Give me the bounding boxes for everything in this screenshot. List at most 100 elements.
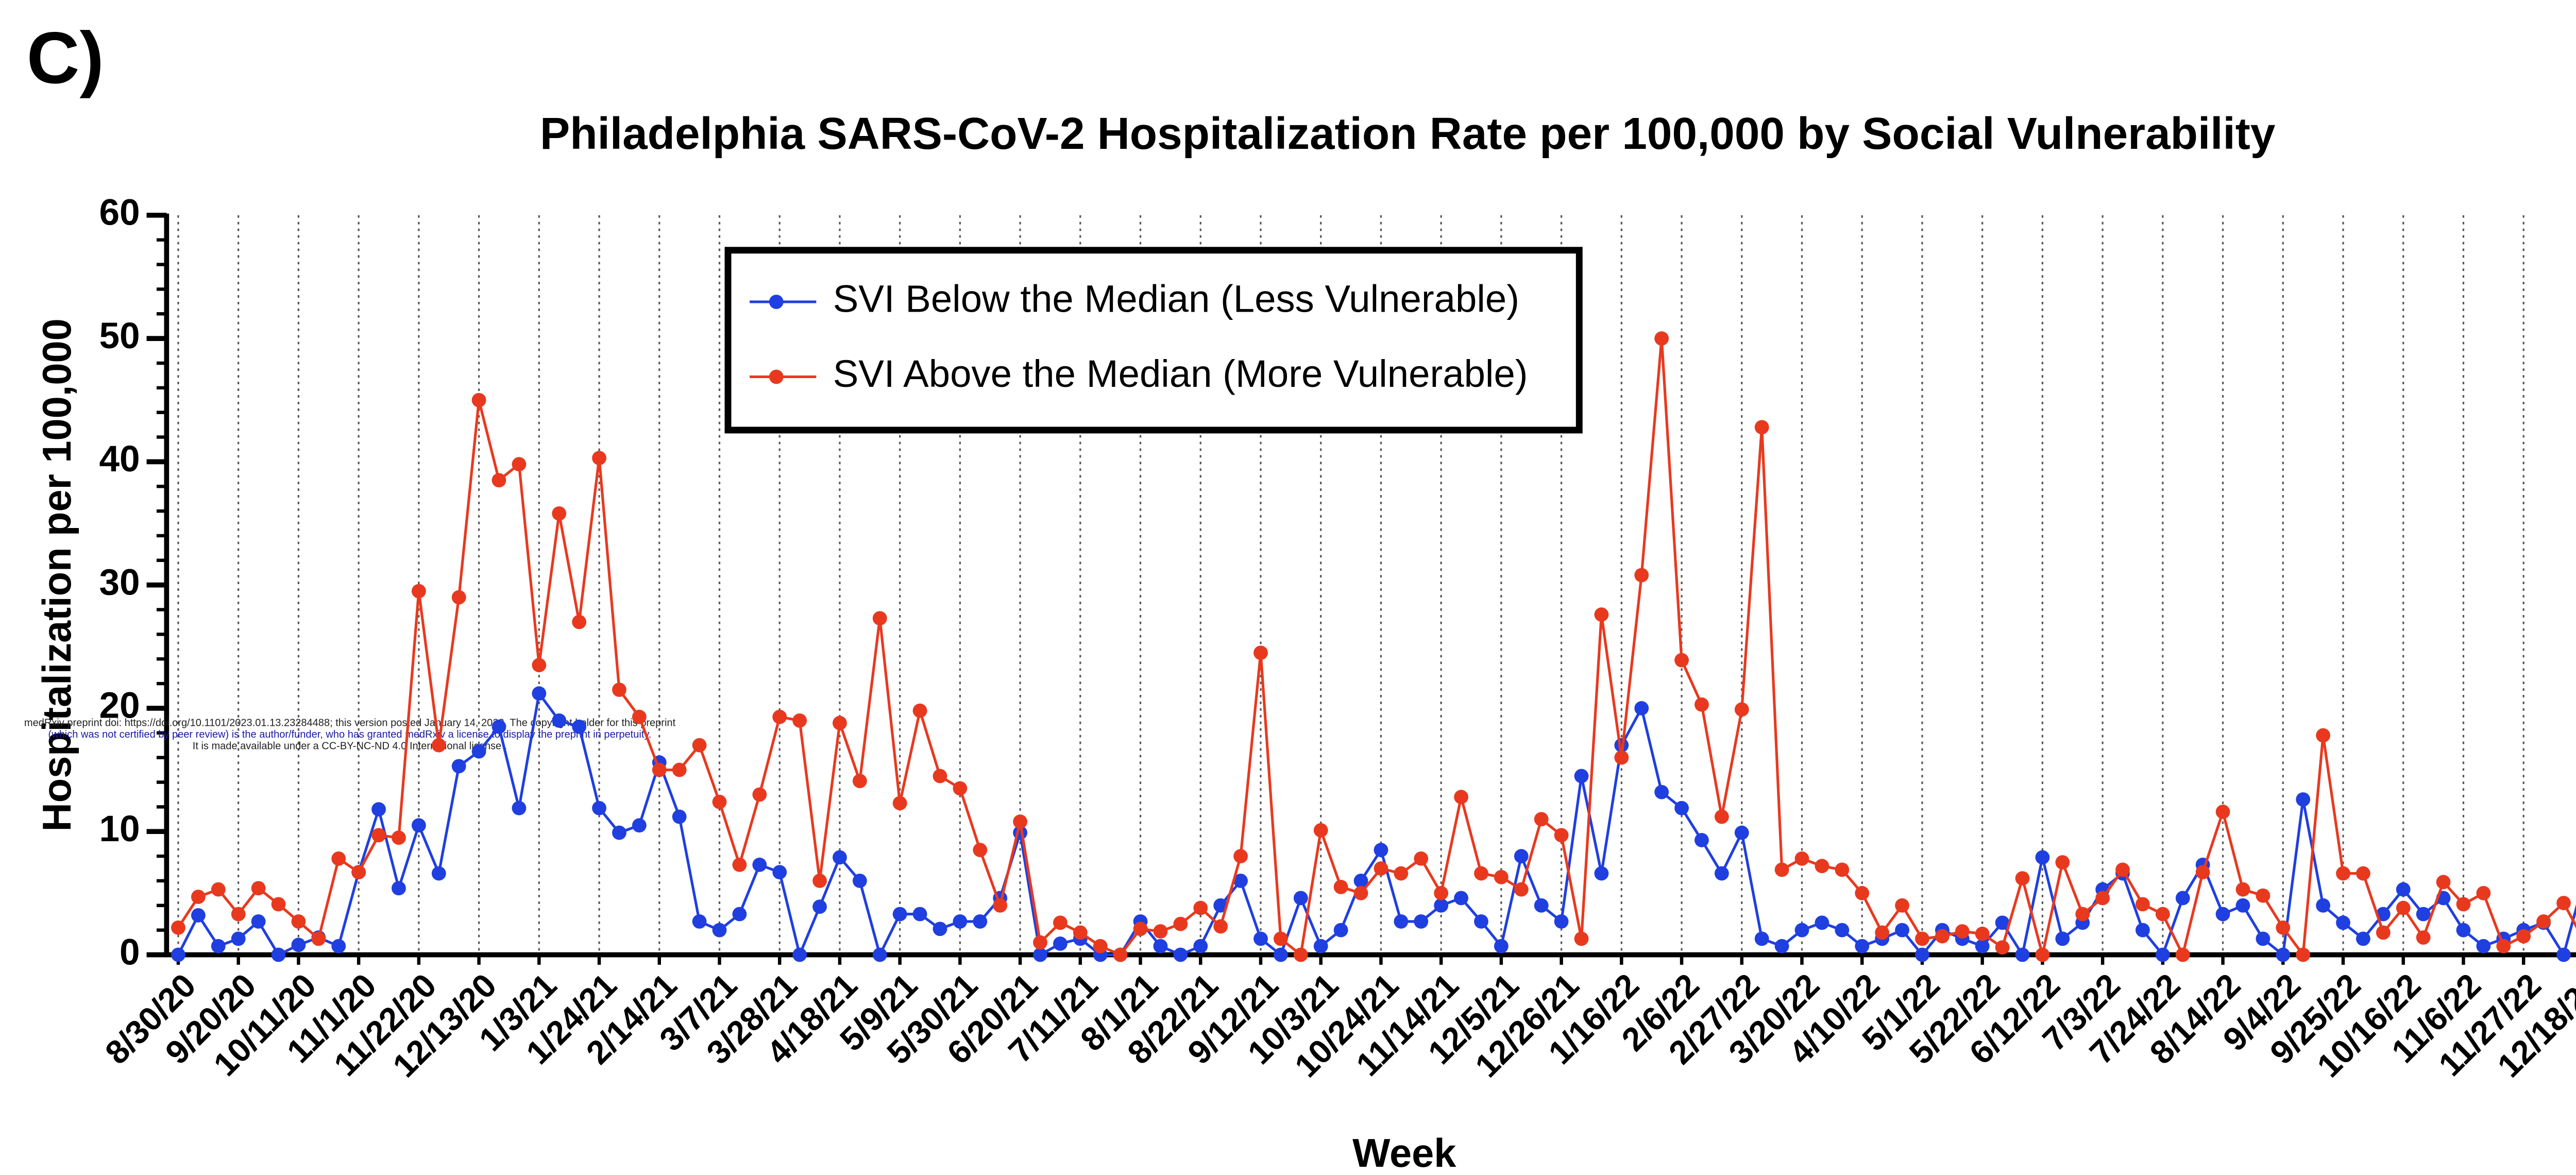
- data-point: [1394, 866, 1409, 881]
- data-point: [1013, 814, 1028, 829]
- data-point: [431, 738, 446, 753]
- data-point: [912, 907, 927, 922]
- data-point: [2155, 947, 2170, 962]
- data-point: [251, 881, 266, 896]
- data-point: [1754, 931, 1769, 946]
- data-point: [632, 818, 647, 833]
- data-point: [973, 914, 988, 929]
- data-point: [1133, 922, 1148, 936]
- data-point: [351, 865, 366, 880]
- data-point: [1975, 939, 1990, 953]
- data-point: [1995, 940, 2010, 955]
- data-point: [1514, 849, 1529, 863]
- data-point: [1694, 833, 1709, 847]
- data-point: [191, 890, 206, 904]
- data-point: [2235, 882, 2250, 897]
- data-point: [892, 796, 907, 811]
- data-point: [2316, 898, 2331, 913]
- data-point: [993, 898, 1008, 913]
- data-point: [1594, 866, 1609, 881]
- data-point: [2215, 907, 2230, 922]
- data-point: [331, 851, 346, 866]
- data-point: [532, 658, 547, 673]
- data-point: [2356, 931, 2370, 946]
- data-point: [1173, 916, 1188, 931]
- data-point: [211, 882, 226, 897]
- data-point: [1053, 915, 1067, 930]
- data-point: [1293, 947, 1308, 962]
- data-point: [492, 719, 506, 734]
- data-point: [1193, 900, 1208, 915]
- data-point: [552, 506, 567, 521]
- data-point: [732, 857, 747, 872]
- data-point: [492, 473, 506, 488]
- y-tick-label: 10: [99, 809, 140, 849]
- data-point: [1534, 812, 1549, 827]
- data-point: [752, 787, 767, 802]
- data-point: [2095, 891, 2110, 906]
- data-point: [1895, 923, 1909, 938]
- data-point: [1915, 947, 1929, 962]
- data-point: [1414, 851, 1429, 866]
- data-point: [2436, 875, 2451, 890]
- data-point: [1193, 939, 1208, 953]
- data-point: [2516, 929, 2531, 944]
- data-point: [592, 801, 606, 815]
- data-point: [2536, 914, 2551, 929]
- data-point: [1454, 891, 1468, 906]
- watermark: (which was not certified by peer review)…: [48, 729, 652, 740]
- data-point: [2396, 882, 2411, 897]
- data-point: [1955, 924, 1970, 939]
- data-point: [311, 931, 326, 946]
- data-point: [1313, 823, 1328, 838]
- data-point: [833, 850, 847, 865]
- data-point: [1233, 874, 1248, 888]
- data-point: [2136, 923, 2150, 938]
- data-point: [1634, 701, 1649, 716]
- data-point: [1995, 915, 2010, 930]
- data-point: [2476, 939, 2491, 953]
- data-point: [953, 781, 968, 796]
- y-tick-label: 30: [99, 562, 140, 603]
- data-point: [712, 794, 727, 809]
- legend-label: SVI Above the Median (More Vulnerable): [833, 352, 1528, 395]
- data-point: [271, 897, 286, 912]
- y-tick-label: 20: [99, 686, 140, 726]
- data-point: [2215, 805, 2230, 819]
- data-point: [191, 908, 206, 923]
- y-tick-label: 50: [99, 316, 140, 356]
- data-point: [2396, 900, 2411, 915]
- data-point: [331, 939, 346, 953]
- data-point: [2336, 915, 2350, 930]
- data-point: [2235, 898, 2250, 913]
- data-point: [2476, 885, 2491, 900]
- data-point: [1734, 702, 1749, 717]
- data-point: [1494, 870, 1509, 884]
- data-point: [471, 744, 486, 759]
- data-point: [2115, 862, 2130, 877]
- data-point: [2195, 865, 2210, 880]
- data-point: [1855, 885, 1870, 900]
- data-point: [973, 843, 988, 857]
- data-point: [1374, 861, 1388, 876]
- data-point: [1233, 849, 1248, 863]
- data-point: [552, 713, 567, 728]
- data-point: [1815, 915, 1829, 930]
- data-point: [953, 914, 968, 929]
- panel-label: C): [27, 17, 104, 99]
- data-point: [1935, 929, 1950, 944]
- data-point: [1794, 923, 1809, 938]
- data-point: [1514, 882, 1529, 897]
- data-point: [1714, 809, 1729, 824]
- data-point: [2276, 947, 2291, 962]
- data-point: [652, 762, 667, 777]
- data-point: [1333, 879, 1348, 894]
- data-point: [872, 611, 887, 626]
- data-point: [1474, 866, 1488, 881]
- data-point: [933, 769, 947, 784]
- data-point: [933, 922, 947, 936]
- data-point: [752, 857, 767, 872]
- data-point: [1594, 607, 1609, 622]
